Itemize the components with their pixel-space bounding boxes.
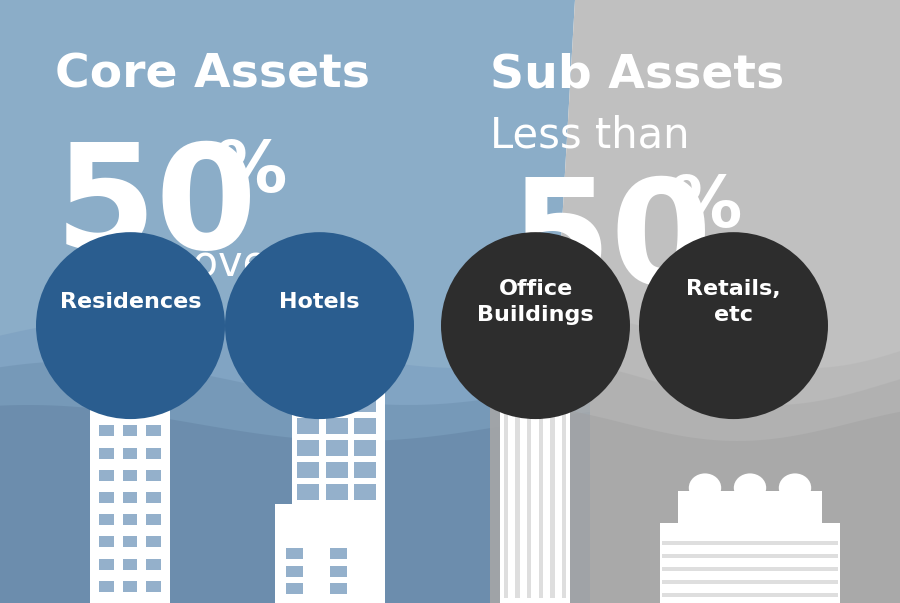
Bar (122, 537, 137, 548)
Bar (525, 330, 545, 341)
Bar (99, 537, 113, 548)
Bar (330, 548, 346, 559)
Text: Core Assets: Core Assets (55, 53, 370, 98)
Bar (122, 558, 137, 570)
Bar (326, 396, 347, 412)
Text: 50: 50 (55, 138, 258, 279)
Bar (297, 484, 319, 500)
Bar (527, 361, 531, 598)
Ellipse shape (36, 232, 225, 419)
Bar (330, 583, 346, 594)
Bar (510, 341, 560, 353)
Bar (286, 548, 302, 559)
Bar (330, 566, 346, 576)
Bar (122, 514, 137, 525)
Bar (662, 580, 838, 584)
Bar (122, 581, 137, 592)
Bar (504, 361, 508, 598)
Polygon shape (292, 383, 385, 504)
Bar (500, 353, 570, 603)
Text: Retails,
etc: Retails, etc (686, 279, 781, 326)
Bar (99, 558, 113, 570)
Bar (122, 447, 137, 458)
Bar (539, 361, 543, 598)
Polygon shape (490, 405, 900, 603)
Bar (326, 440, 347, 456)
Polygon shape (0, 361, 590, 603)
Bar (662, 593, 838, 596)
Polygon shape (0, 318, 590, 603)
Bar (297, 396, 319, 412)
Bar (326, 463, 347, 478)
Text: Office
Buildings: Office Buildings (477, 279, 594, 326)
Bar (147, 537, 161, 548)
Bar (147, 581, 161, 592)
Bar (147, 470, 161, 481)
Bar (662, 567, 838, 571)
Bar (562, 361, 566, 598)
Bar (99, 581, 113, 592)
Bar (147, 492, 161, 503)
Ellipse shape (441, 232, 630, 419)
Text: %: % (670, 173, 742, 242)
Bar (147, 514, 161, 525)
Text: Sub Assets: Sub Assets (490, 53, 784, 98)
Bar (99, 470, 113, 481)
Bar (355, 418, 376, 434)
Bar (147, 425, 161, 437)
Bar (90, 403, 170, 603)
Bar (678, 491, 822, 523)
Bar (297, 418, 319, 434)
Ellipse shape (225, 232, 414, 419)
Bar (286, 583, 302, 594)
Ellipse shape (734, 473, 766, 502)
Bar (297, 440, 319, 456)
Bar (662, 554, 838, 558)
Ellipse shape (688, 473, 721, 502)
Bar (297, 463, 319, 478)
Bar (106, 391, 154, 403)
Polygon shape (0, 0, 575, 603)
Bar (355, 396, 376, 412)
Polygon shape (490, 361, 900, 603)
Bar (99, 447, 113, 458)
Text: %: % (215, 138, 287, 207)
Bar (147, 447, 161, 458)
Bar (516, 361, 519, 598)
Bar (122, 492, 137, 503)
Bar (99, 514, 113, 525)
Bar (122, 470, 137, 481)
Text: 50: 50 (510, 173, 713, 314)
Text: Less than: Less than (490, 115, 689, 157)
Bar (326, 418, 347, 434)
Bar (326, 484, 347, 500)
Bar (99, 492, 113, 503)
Bar (662, 541, 838, 545)
Bar (660, 523, 840, 603)
Text: Residences: Residences (59, 292, 202, 312)
Bar (551, 361, 554, 598)
Bar (286, 566, 302, 576)
Bar (147, 558, 161, 570)
Bar (99, 425, 113, 437)
Bar (355, 440, 376, 456)
Text: or above: or above (85, 243, 268, 285)
Ellipse shape (778, 473, 811, 502)
Polygon shape (540, 0, 900, 603)
Text: Hotels: Hotels (279, 292, 360, 312)
Bar (275, 504, 385, 603)
Polygon shape (0, 405, 590, 603)
Ellipse shape (639, 232, 828, 419)
Bar (122, 425, 137, 437)
Bar (355, 484, 376, 500)
Polygon shape (490, 318, 900, 603)
Bar (355, 463, 376, 478)
